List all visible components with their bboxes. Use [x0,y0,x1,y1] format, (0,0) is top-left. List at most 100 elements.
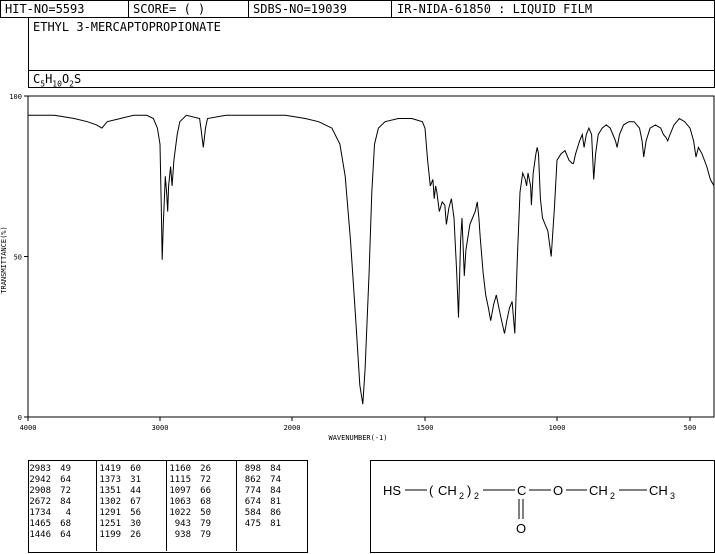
header-divider [391,1,392,18]
methyl-group: CH [649,483,668,498]
formula-sulfur: S [74,72,82,86]
hit-no: HIT-NO=5593 [5,2,85,16]
peak-transmittance: 64 [60,475,71,485]
peak-row: 1291 56 [99,508,169,519]
y-axis-label: TRANSMITTANCE(%) [0,226,8,293]
ethyl-methylene: CH [589,483,608,498]
paren-close: ) [467,483,471,498]
peak-row: 1734 4 [29,508,99,519]
score: SCORE= ( ) [133,2,206,16]
peak-wavenumber: 2942 [29,475,51,485]
peak-wavenumber: 1097 [169,486,191,496]
peak-wavenumber: 475 [244,519,261,529]
x-tick-label: 1500 [417,424,434,432]
peak-transmittance: 72 [200,475,211,485]
peak-row: 674 81 [239,497,309,508]
peak-transmittance: 4 [65,508,71,518]
peak-transmittance: 50 [200,508,211,518]
peak-transmittance: 60 [130,464,141,474]
peak-row: 584 86 [239,508,309,519]
peak-transmittance: 56 [130,508,141,518]
peak-wavenumber: 1115 [169,475,191,485]
peak-transmittance: 81 [270,497,281,507]
peak-column: 1419 60 1373 31 1351 44 1302 67 1291 56 1251 30 1199… [99,464,169,554]
peak-transmittance: 44 [130,486,141,496]
peak-wavenumber: 1251 [99,519,121,529]
formula-hydrogen: H [45,72,53,86]
peak-row: 1251 30 [99,519,169,530]
peak-transmittance: 67 [130,497,141,507]
peak-transmittance: 72 [60,486,71,496]
column-divider [166,461,167,551]
peak-wavenumber: 1063 [169,497,191,507]
peak-row: 1446 64 [29,530,99,541]
y-tick-label: 50 [14,254,22,262]
peak-column: 898 84 862 74 774 84 674 81 584 86 475 81 [239,464,309,554]
peak-row: 2942 64 [29,475,99,486]
compound-name-box: ETHYL 3-MERCAPTOPROPIONATE [28,17,715,71]
compound-name: ETHYL 3-MERCAPTOPROPIONATE [33,20,221,34]
ir-spectrum-chart: TRANSMITTANCE(%) WAVENUMBER(-1) 4000 3000… [0,93,715,442]
peak-wavenumber: 584 [244,508,261,518]
peak-transmittance: 68 [200,497,211,507]
x-axis-label: WAVENUMBER(-1) [328,434,387,442]
formula-hydrogen-count: 10 [52,79,62,89]
sdbs-no: SDBS-NO=19039 [253,2,347,16]
paren-open: ( [429,483,434,498]
x-tick-label: 500 [684,424,697,432]
peak-wavenumber: 1351 [99,486,121,496]
peak-transmittance: 79 [200,519,211,529]
peak-wavenumber: 1734 [29,508,51,518]
peak-row: 943 79 [169,519,239,530]
peak-row: 1022 50 [169,508,239,519]
peak-row: 1115 72 [169,475,239,486]
peak-wavenumber: 938 [174,530,191,540]
peak-row: 1373 31 [99,475,169,486]
peak-row: 2908 72 [29,486,99,497]
peak-transmittance: 66 [200,486,211,496]
peak-transmittance: 81 [270,519,281,529]
peak-row: 1302 67 [99,497,169,508]
peak-row: 2983 49 [29,464,99,475]
peak-wavenumber: 1465 [29,519,51,529]
peak-transmittance: 84 [270,464,281,474]
peak-transmittance: 30 [130,519,141,529]
peak-transmittance: 49 [60,464,71,474]
peak-wavenumber: 1022 [169,508,191,518]
peak-transmittance: 31 [130,475,141,485]
peak-row: 898 84 [239,464,309,475]
formula-box: C5H10O2S [28,70,715,88]
peak-wavenumber: 898 [244,464,261,474]
plot-frame [27,95,715,418]
peak-table: 2983 49 2942 64 2908 72 2672 84 1734 4 1465 68 1446 6… [28,460,308,553]
peak-wavenumber: 2672 [29,497,51,507]
peak-transmittance: 64 [60,530,71,540]
formula-oxygen: O [61,72,70,86]
methyl-count: 3 [670,491,675,501]
ethyl-methylene-count: 2 [610,491,615,501]
peak-transmittance: 26 [130,530,141,540]
thiol-group: HS [383,483,401,498]
header-divider [248,1,249,18]
peak-row: 938 79 [169,530,239,541]
x-tick-label: 2000 [284,424,301,432]
formula-carbon: C [33,72,41,86]
chemical-structure: HS ( CH 2 ) 2 C O O CH 2 CH 3 [383,483,675,536]
peak-transmittance: 86 [270,508,281,518]
peak-wavenumber: 1160 [169,464,191,474]
column-divider [96,461,97,551]
peak-row: 475 81 [239,519,309,530]
spectrum-line [28,114,715,405]
peak-row: 1160 26 [169,464,239,475]
ester-oxygen: O [553,483,563,498]
formula-carbon-count: 5 [40,79,46,89]
carbonyl-oxygen: O [516,521,526,536]
y-tick-label: 0 [18,414,22,422]
formula-oxygen-count: 2 [69,79,74,89]
peak-transmittance: 79 [200,530,211,540]
peak-wavenumber: 943 [174,519,191,529]
peak-wavenumber: 1419 [99,464,121,474]
header-bar: HIT-NO=5593 SCORE= ( ) SDBS-NO=19039 IR-… [0,0,715,18]
peak-transmittance: 84 [270,486,281,496]
